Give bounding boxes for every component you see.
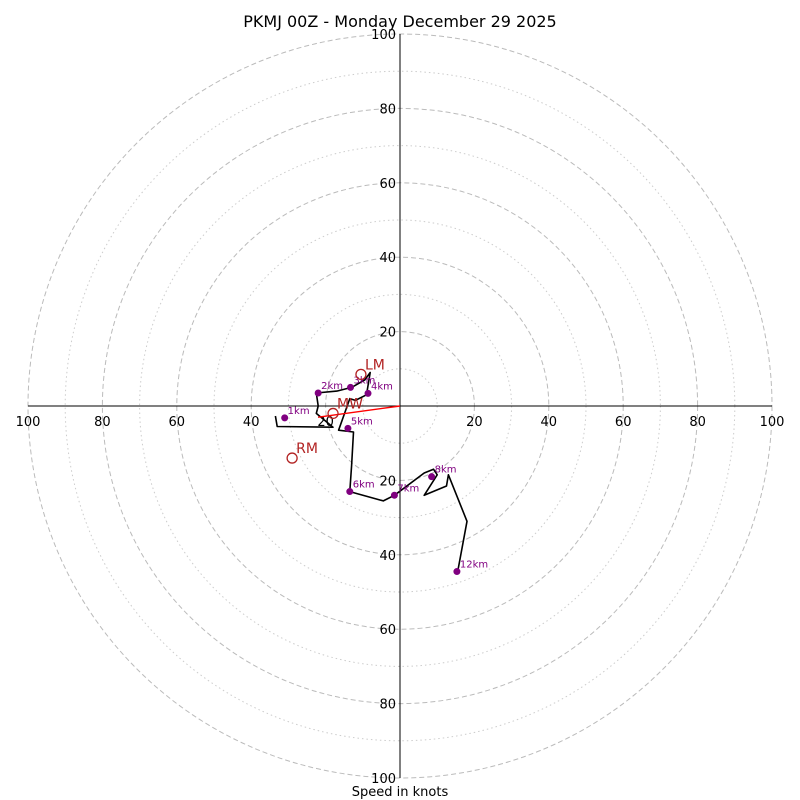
km-marker-dot-6km (346, 488, 354, 496)
km-marker-dot-2km (314, 389, 322, 397)
km-marker-dot-5km (344, 424, 352, 432)
x-tick-label: 20 (317, 415, 334, 430)
km-marker-dot-1km (281, 414, 289, 422)
x-tick-label: 100 (16, 415, 41, 430)
km-marker-label-2km: 2km (321, 381, 343, 392)
x-tick-label: 80 (689, 415, 706, 430)
km-marker-label-6km: 6km (353, 480, 375, 491)
y-tick-label-down: 20 (379, 474, 396, 489)
tick-labels: 100 80 60 40 20 20 40 60 80 100 20 40 60 80 100 20 40 60 8… (16, 28, 785, 787)
y-tick-label-up: 60 (379, 177, 396, 192)
y-tick-label-up: 80 (379, 102, 396, 117)
x-tick-label: 100 (760, 415, 785, 430)
x-tick-label: 80 (94, 415, 111, 430)
y-tick-label-down: 100 (371, 772, 396, 787)
storm-motion-label-RM: RM (296, 441, 318, 457)
km-marker-dot-3km (347, 383, 355, 391)
storm-motion-marker-LM (355, 368, 367, 381)
x-tick-label: 40 (243, 415, 260, 430)
km-marker-dot-7km (390, 491, 398, 499)
storm-motion-layer: LM MW RM (286, 357, 385, 464)
y-tick-label-up: 20 (379, 326, 396, 341)
km-marker-dot-4km (364, 389, 372, 397)
storm-motion-label-MW: MW (337, 396, 363, 412)
km-marker-label-3km: 3km (354, 375, 376, 386)
storm-motion-marker-RM (286, 452, 298, 464)
hodograph-trace-layer (274, 371, 468, 572)
hodograph-trace-line (274, 371, 468, 572)
x-tick-label: 60 (169, 415, 186, 430)
x-tick-label: 40 (541, 415, 558, 430)
storm-motion-label-LM: LM (365, 357, 385, 373)
km-marker-label-4km: 4km (371, 381, 393, 392)
km-marker-label-1km: 1km (288, 406, 310, 417)
km-marker-label-7km: 7km (397, 483, 419, 494)
km-marker-dot-12km (453, 568, 461, 576)
y-tick-label-down: 60 (379, 623, 396, 638)
x-tick-label: 60 (615, 415, 632, 430)
storm-motion-marker-MW (327, 407, 339, 420)
y-tick-label-down: 40 (379, 549, 396, 564)
y-tick-label-up: 40 (379, 251, 396, 266)
bulk-shear-vector (318, 405, 401, 418)
y-tick-label-down: 80 (379, 698, 396, 713)
km-marker-label-8km: 8km (435, 465, 457, 476)
x-axis-label: Speed in knots (352, 785, 449, 800)
chart-title: PKMJ 00Z - Monday December 29 2025 (243, 12, 556, 31)
km-marker-label-5km: 5km (351, 416, 373, 427)
km-marker-label-12km: 12km (460, 560, 488, 571)
y-tick-label-up: 100 (371, 28, 396, 43)
km-marker-dot-8km (428, 473, 436, 481)
x-tick-label: 20 (466, 415, 483, 430)
